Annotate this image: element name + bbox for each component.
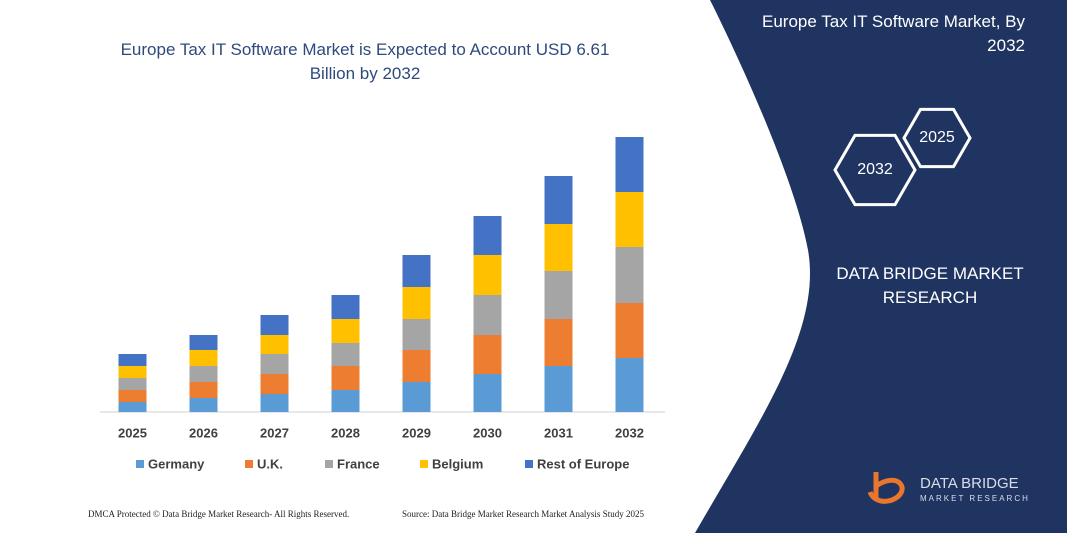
legend-swatch bbox=[420, 460, 428, 468]
logo-name: DATA BRIDGE bbox=[920, 475, 1019, 492]
x-tick-label: 2029 bbox=[402, 425, 431, 440]
bar-segment bbox=[544, 271, 573, 319]
legend-label: Germany bbox=[148, 456, 205, 471]
x-tick-label: 2028 bbox=[331, 425, 360, 440]
bar-segment bbox=[402, 382, 431, 412]
bar-segment bbox=[189, 350, 218, 366]
bar-segment bbox=[473, 216, 502, 255]
bar-segment bbox=[544, 366, 573, 412]
bar-segment bbox=[473, 374, 502, 412]
x-tick-label: 2025 bbox=[118, 425, 147, 440]
bar-segment bbox=[260, 335, 289, 354]
legend-swatch bbox=[325, 460, 333, 468]
bar-segment bbox=[260, 374, 289, 394]
bar-segment bbox=[615, 137, 644, 192]
side-panel bbox=[695, 0, 1067, 533]
bar-segment bbox=[544, 224, 573, 271]
bar-segment bbox=[189, 335, 218, 350]
hex-label: 2025 bbox=[919, 129, 955, 146]
legend-swatch bbox=[245, 460, 253, 468]
bar-segment bbox=[331, 366, 360, 390]
bar-segment bbox=[402, 350, 431, 382]
logo-icon bbox=[867, 472, 905, 504]
bar-segment bbox=[118, 366, 147, 378]
bar-segment bbox=[544, 319, 573, 366]
x-tick-label: 2031 bbox=[544, 425, 573, 440]
legend-label: Rest of Europe bbox=[537, 456, 629, 471]
logo-sub: MARKET RESEARCH bbox=[920, 494, 1030, 503]
bar-segment bbox=[615, 247, 644, 303]
bar-segment bbox=[473, 335, 502, 374]
bar-segment bbox=[402, 287, 431, 319]
x-tick-label: 2026 bbox=[189, 425, 218, 440]
bar-segment bbox=[544, 176, 573, 224]
bar-segment bbox=[260, 394, 289, 412]
bar-segment bbox=[615, 303, 644, 358]
bar-segment bbox=[331, 343, 360, 366]
hexagon bbox=[902, 107, 972, 169]
bar-segment bbox=[189, 366, 218, 382]
x-tick-label: 2030 bbox=[473, 425, 502, 440]
bar-segment bbox=[118, 354, 147, 366]
x-tick-label: 2032 bbox=[615, 425, 644, 440]
hex-label: 2032 bbox=[857, 161, 893, 178]
bar-segment bbox=[189, 382, 218, 398]
legend-label: France bbox=[337, 456, 380, 471]
hexagon bbox=[833, 133, 917, 207]
legend-label: Belgium bbox=[432, 456, 483, 471]
footer-source: Source: Data Bridge Market Research Mark… bbox=[402, 509, 644, 519]
legend-swatch bbox=[525, 460, 533, 468]
bar-segment bbox=[402, 319, 431, 350]
bar-segment bbox=[331, 295, 360, 319]
bar-segment bbox=[118, 390, 147, 402]
legend-swatch bbox=[136, 460, 144, 468]
bar-segment bbox=[118, 378, 147, 390]
bar-segment bbox=[402, 255, 431, 287]
brand-text: DATA BRIDGE MARKET RESEARCH bbox=[836, 264, 1024, 307]
bar-segment bbox=[615, 192, 644, 247]
bar-segment bbox=[260, 315, 289, 335]
bar-segment bbox=[331, 390, 360, 412]
panel-title: Europe Tax IT Software Market, By 2032 bbox=[762, 12, 1025, 55]
bar-segment bbox=[331, 319, 360, 343]
footer-dmca: DMCA Protected © Data Bridge Market Rese… bbox=[88, 509, 350, 519]
bar-segment bbox=[118, 402, 147, 412]
legend-label: U.K. bbox=[257, 456, 283, 471]
bar-segment bbox=[473, 295, 502, 335]
bar-segment bbox=[260, 354, 289, 374]
bar-segment bbox=[615, 358, 644, 412]
chart-title: Europe Tax IT Software Market is Expecte… bbox=[120, 40, 610, 83]
x-tick-label: 2027 bbox=[260, 425, 289, 440]
bar-segment bbox=[473, 255, 502, 295]
bar-segment bbox=[189, 398, 218, 412]
